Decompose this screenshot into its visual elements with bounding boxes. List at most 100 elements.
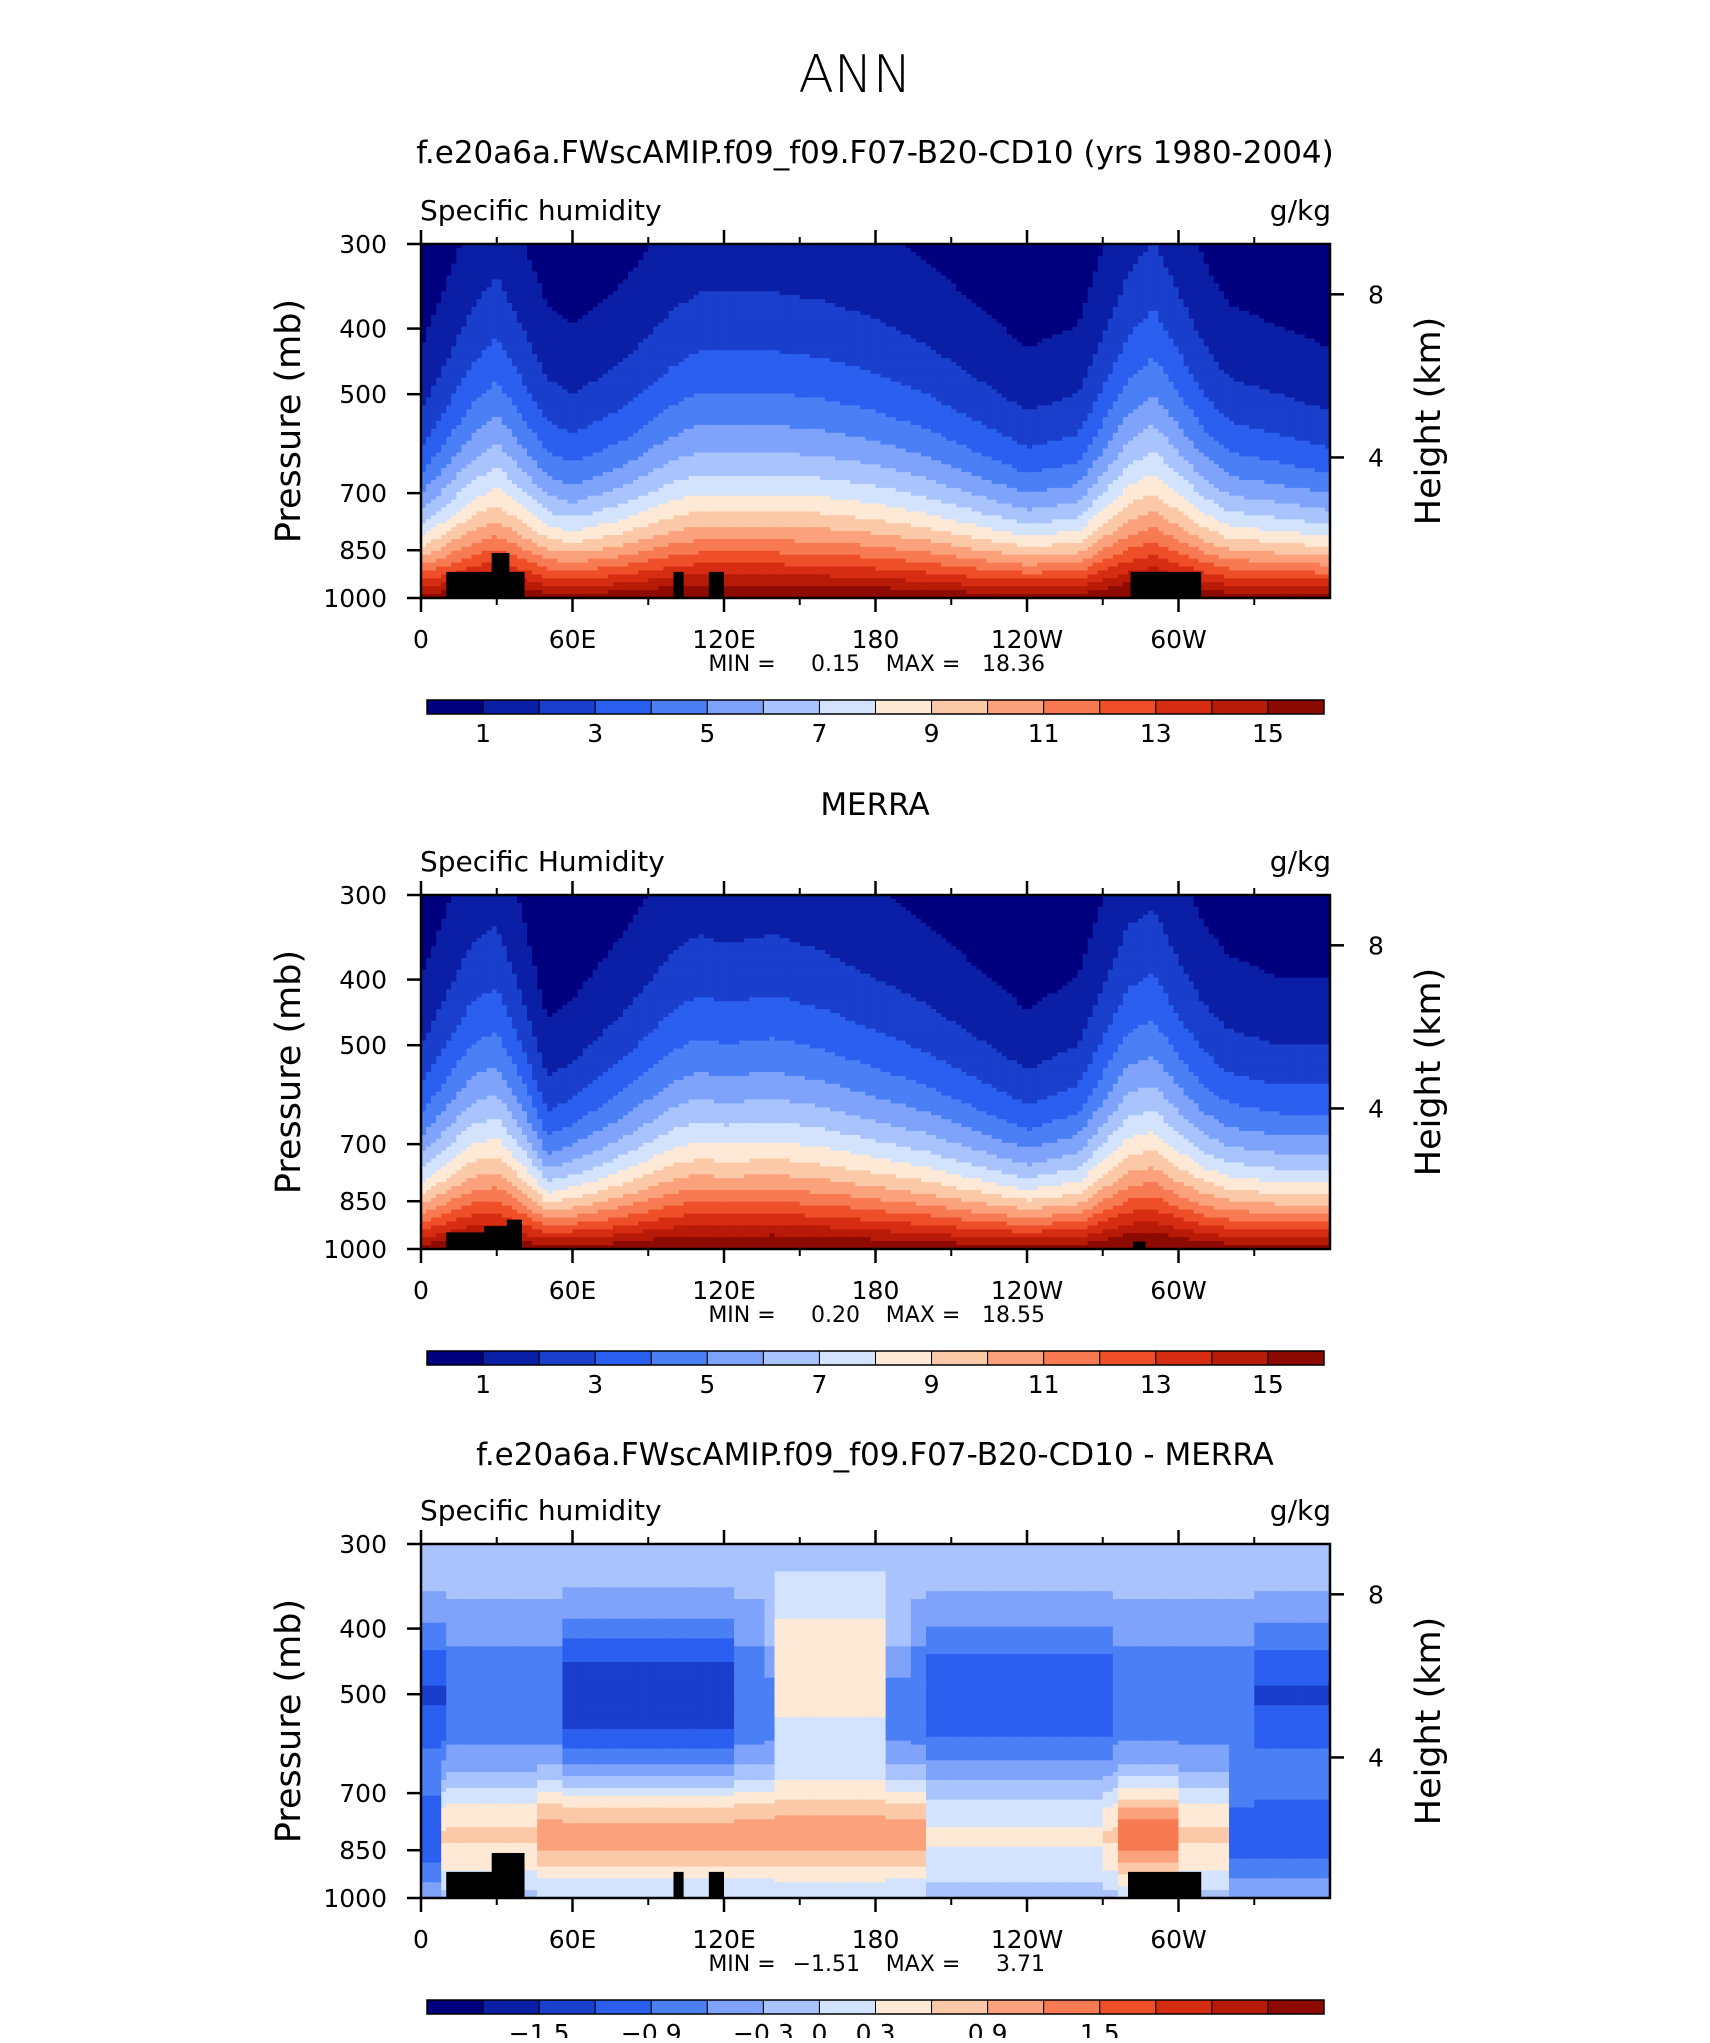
- y-tick-label: 850: [339, 536, 387, 565]
- colorbar-swatch: [1156, 700, 1212, 714]
- max-value: 18.36: [982, 652, 1045, 677]
- colorbar-swatch: [876, 700, 932, 714]
- colorbar-tick-label: 1: [475, 1370, 491, 1399]
- land-mask: [492, 1853, 525, 1898]
- max-label: MAX =: [886, 1303, 961, 1328]
- x-tick-label: 120E: [692, 625, 756, 654]
- colorbar-swatch: [932, 1351, 988, 1365]
- colorbar-tick-label: 1.5: [1080, 2019, 1120, 2038]
- panel-title: f.e20a6a.FWscAMIP.f09_f09.F07-B20-CD10 -…: [476, 1437, 1274, 1473]
- land-mask: [507, 1220, 522, 1249]
- x-tick-label: 120E: [692, 1925, 756, 1954]
- colorbar-tick-label: 0.9: [968, 2019, 1008, 2038]
- colorbar-swatch: [1156, 1351, 1212, 1365]
- x-tick-label: 120E: [692, 1276, 756, 1305]
- colorbar-swatch: [819, 2000, 875, 2014]
- right-tick-label: 4: [1368, 1094, 1384, 1123]
- colorbar-tick-label: 3: [587, 719, 603, 748]
- x-tick-label: 180: [852, 625, 900, 654]
- y-axis-label: Pressure (mb): [269, 950, 309, 1194]
- x-tick-label: 120W: [991, 1276, 1063, 1305]
- x-tick-label: 180: [852, 1925, 900, 1954]
- right-axis-label: Height (km): [1409, 968, 1449, 1177]
- colorbar-swatch: [595, 700, 651, 714]
- colorbar-swatch: [539, 1351, 595, 1365]
- right-tick-label: 8: [1368, 931, 1384, 960]
- colorbar-tick-label: 13: [1140, 719, 1172, 748]
- colorbar-swatch: [1100, 1351, 1156, 1365]
- colorbar-swatch: [1212, 700, 1268, 714]
- colorbar-swatch: [988, 700, 1044, 714]
- land-mask: [709, 572, 724, 598]
- colorbar-tick-label: 5: [699, 1370, 715, 1399]
- colorbar-tick-label: 7: [811, 719, 827, 748]
- land-mask: [709, 1872, 724, 1898]
- land-mask: [674, 572, 684, 598]
- colorbar-swatch: [539, 700, 595, 714]
- x-tick-label: 0: [413, 1276, 429, 1305]
- right-axis-label: Height (km): [1409, 317, 1449, 526]
- colorbar-swatch: [483, 2000, 539, 2014]
- y-tick-label: 400: [339, 315, 387, 344]
- y-tick-label: 500: [339, 1680, 387, 1709]
- colorbar-tick-label: 9: [924, 719, 940, 748]
- colorbar-swatch: [1212, 1351, 1268, 1365]
- colorbar-swatch: [483, 700, 539, 714]
- colorbar-tick-label: 7: [811, 1370, 827, 1399]
- colorbar-swatch: [651, 1351, 707, 1365]
- right-axis-label: Height (km): [1409, 1617, 1449, 1826]
- colorbar-tick-label: 1: [475, 719, 491, 748]
- colorbar-swatch: [1156, 2000, 1212, 2014]
- contour-field: [421, 1544, 1331, 1899]
- y-tick-label: 500: [339, 1031, 387, 1060]
- colorbar-swatch: [988, 1351, 1044, 1365]
- colorbar-swatch: [876, 1351, 932, 1365]
- max-label: MAX =: [886, 1952, 961, 1977]
- x-tick-label: 60W: [1150, 1276, 1207, 1305]
- land-mask: [674, 1872, 684, 1898]
- colorbar-swatch: [595, 1351, 651, 1365]
- x-tick-label: 120W: [991, 625, 1063, 654]
- y-tick-label: 850: [339, 1836, 387, 1865]
- colorbar-swatch: [1044, 2000, 1100, 2014]
- y-tick-label: 400: [339, 1615, 387, 1644]
- colorbar-swatch: [763, 2000, 819, 2014]
- colorbar-swatch: [707, 700, 763, 714]
- y-tick-label: 300: [339, 230, 387, 259]
- y-tick-label: 1000: [323, 584, 387, 613]
- colorbar-tick-label: −1.5: [509, 2019, 570, 2038]
- colorbar-swatch: [763, 1351, 819, 1365]
- colorbar-swatch: [707, 1351, 763, 1365]
- right-tick-label: 4: [1368, 443, 1384, 472]
- colorbar-swatch: [427, 1351, 483, 1365]
- colorbar-tick-label: 15: [1252, 1370, 1284, 1399]
- colorbar-swatch: [483, 1351, 539, 1365]
- x-tick-label: 60W: [1150, 625, 1207, 654]
- colorbar-swatch: [427, 2000, 483, 2014]
- variable-label: Specific humidity: [420, 1494, 662, 1527]
- colorbar-swatch: [651, 700, 707, 714]
- colorbar-swatch: [595, 2000, 651, 2014]
- land-mask: [492, 553, 510, 598]
- y-tick-label: 1000: [323, 1235, 387, 1264]
- units-label: g/kg: [1270, 1494, 1331, 1527]
- y-tick-label: 700: [339, 1779, 387, 1808]
- colorbar-swatch: [1268, 2000, 1324, 2014]
- units-label: g/kg: [1270, 845, 1331, 878]
- y-tick-label: 300: [339, 1530, 387, 1559]
- x-tick-label: 60E: [549, 625, 597, 654]
- variable-label: Specific Humidity: [420, 845, 665, 878]
- colorbar-swatch: [1268, 700, 1324, 714]
- colorbar-tick-label: 11: [1028, 719, 1060, 748]
- colorbar-tick-label: 13: [1140, 1370, 1172, 1399]
- min-value: 0.15: [811, 652, 860, 677]
- min-label: MIN =: [708, 1303, 775, 1328]
- colorbar-swatch: [651, 2000, 707, 2014]
- x-tick-label: 0: [413, 1925, 429, 1954]
- contour-field: [421, 244, 1331, 599]
